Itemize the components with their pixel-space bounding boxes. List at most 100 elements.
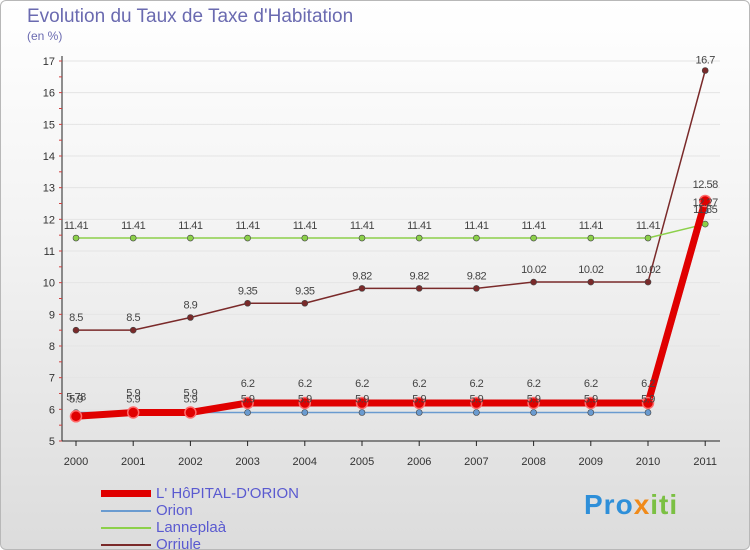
legend-item-orriule: Orriule: [101, 536, 299, 549]
data-point-orriule: [644, 278, 652, 286]
data-label-orion: 5.9: [470, 394, 484, 406]
data-label-orriule: 8.5: [69, 312, 83, 324]
data-point-lanneplaa: [358, 234, 366, 242]
logo-part-1: Pro: [584, 489, 634, 520]
data-point-orriule: [473, 285, 480, 292]
data-point-l-hopital-d-orion: [355, 396, 369, 410]
data-point-orriule: [358, 285, 366, 292]
data-point-orion: [587, 409, 595, 416]
data-point-orion: [473, 409, 480, 416]
data-label-lanneplaa: 11.41: [407, 220, 432, 232]
legend-item-lanneplaa: Lanneplaà: [101, 519, 299, 536]
data-point-orriule: [72, 326, 80, 334]
legend-swatch-hopital-d-orion: [101, 490, 151, 497]
data-label-orriule: 9.82: [409, 270, 429, 282]
data-label-orion: 5.9: [69, 394, 83, 406]
data-label-orion: 5.9: [527, 394, 541, 406]
y-tick-label-10: 10: [43, 278, 55, 290]
proxiti-logo: Proxiti: [584, 489, 678, 521]
data-point-l-hopital-d-orion: [641, 396, 655, 410]
data-label-lanneplaa: 11.41: [64, 220, 89, 232]
data-label-orion: 12.27: [693, 197, 718, 209]
data-point-lanneplaa: [187, 234, 194, 242]
x-tick-label-2011: 2011: [693, 456, 717, 468]
legend-label-orion: Orion: [156, 502, 193, 519]
data-point-l-hopital-d-orion: [298, 396, 312, 410]
data-point-lanneplaa: [701, 220, 709, 228]
chart-title: Evolution du Taux de Taxe d'Habitation: [27, 6, 354, 27]
data-label-orriule: 9.35: [238, 285, 258, 297]
x-tick-label-2002: 2002: [178, 456, 202, 468]
data-point-l-hopital-d-orion: [184, 406, 197, 419]
chart-legend: L' HôPITAL-D'ORION Orion Lanneplaà Orriu…: [101, 485, 299, 549]
data-point-orriule: [301, 299, 309, 307]
data-point-l-hopital-d-orion: [412, 396, 426, 410]
legend-item-orion: Orion: [101, 502, 299, 519]
x-tick-label-2009: 2009: [579, 456, 603, 468]
x-tick-label-2003: 2003: [235, 456, 259, 468]
data-point-orriule: [701, 67, 709, 74]
data-label-l-hopital-d-orion: 5.9: [184, 388, 198, 400]
logo-part-2: x: [633, 489, 651, 520]
y-tick-label-9: 9: [49, 309, 55, 321]
data-label-l-hopital-d-orion: 6.2: [355, 378, 369, 390]
data-label-l-hopital-d-orion: 6.2: [298, 378, 312, 390]
data-point-l-hopital-d-orion: [69, 410, 83, 423]
y-tick-label-11: 11: [44, 246, 55, 258]
y-tick-label-14: 14: [43, 151, 55, 163]
data-label-l-hopital-d-orion: 6.2: [412, 378, 426, 390]
y-tick-label-5: 5: [49, 436, 55, 448]
data-point-l-hopital-d-orion: [527, 396, 540, 410]
legend-item-hopital-d-orion: L' HôPITAL-D'ORION: [101, 485, 299, 502]
logo-part-3: iti: [650, 489, 679, 520]
data-point-lanneplaa: [129, 234, 137, 242]
data-point-l-hopital-d-orion: [470, 396, 483, 410]
data-point-orriule: [187, 314, 194, 321]
data-point-l-hopital-d-orion: [241, 396, 254, 410]
data-point-orion: [415, 409, 423, 416]
data-label-lanneplaa: 11.85: [693, 204, 718, 216]
data-label-orriule: 10.02: [521, 264, 546, 276]
data-label-orion: 5.9: [641, 394, 655, 406]
series-line-orriule: [76, 70, 706, 331]
data-label-orion: 5.9: [412, 394, 426, 406]
y-tick-label-12: 12: [43, 214, 55, 226]
data-label-orriule: 8.9: [184, 300, 198, 312]
data-point-orriule: [587, 278, 595, 286]
data-label-orriule: 9.82: [352, 270, 372, 282]
data-point-orriule: [129, 326, 137, 334]
data-label-l-hopital-d-orion: 6.2: [641, 378, 655, 390]
x-tick-label-2010: 2010: [636, 456, 660, 468]
data-label-orriule: 9.82: [467, 270, 487, 282]
data-point-orion: [644, 409, 652, 416]
data-point-lanneplaa: [301, 234, 309, 242]
y-tick-label-7: 7: [49, 373, 55, 385]
data-label-lanneplaa: 11.41: [350, 220, 375, 232]
data-label-lanneplaa: 11.41: [178, 220, 203, 232]
data-label-orion: 5.9: [355, 394, 369, 406]
y-tick-label-8: 8: [49, 341, 55, 353]
data-label-orriule: 8.5: [126, 312, 140, 324]
x-tick-label-2001: 2001: [121, 456, 145, 468]
data-label-lanneplaa: 11.41: [521, 220, 546, 232]
x-tick-label-2004: 2004: [293, 456, 317, 468]
legend-swatch-orion: [101, 509, 151, 512]
data-label-orriule: 10.02: [635, 264, 660, 276]
x-tick-label-2006: 2006: [407, 456, 431, 468]
data-label-l-hopital-d-orion: 6.2: [470, 378, 484, 390]
data-point-orriule: [415, 285, 423, 292]
data-label-lanneplaa: 11.41: [235, 220, 260, 232]
data-label-lanneplaa: 11.41: [464, 220, 489, 232]
y-tick-label-6: 6: [49, 404, 55, 416]
data-label-l-hopital-d-orion: 5.9: [126, 388, 140, 400]
data-label-lanneplaa: 11.41: [293, 220, 318, 232]
legend-swatch-lanneplaa: [101, 526, 151, 529]
data-label-orion: 5.9: [298, 394, 312, 406]
data-label-l-hopital-d-orion: 12.58: [693, 179, 718, 191]
data-label-orriule: 10.02: [578, 264, 603, 276]
data-label-orion: 5.9: [584, 394, 598, 406]
data-label-l-hopital-d-orion: 6.2: [527, 378, 541, 390]
data-point-l-hopital-d-orion: [584, 396, 598, 410]
data-label-l-hopital-d-orion: 6.2: [584, 378, 598, 390]
data-label-orion: 5.9: [241, 394, 255, 406]
